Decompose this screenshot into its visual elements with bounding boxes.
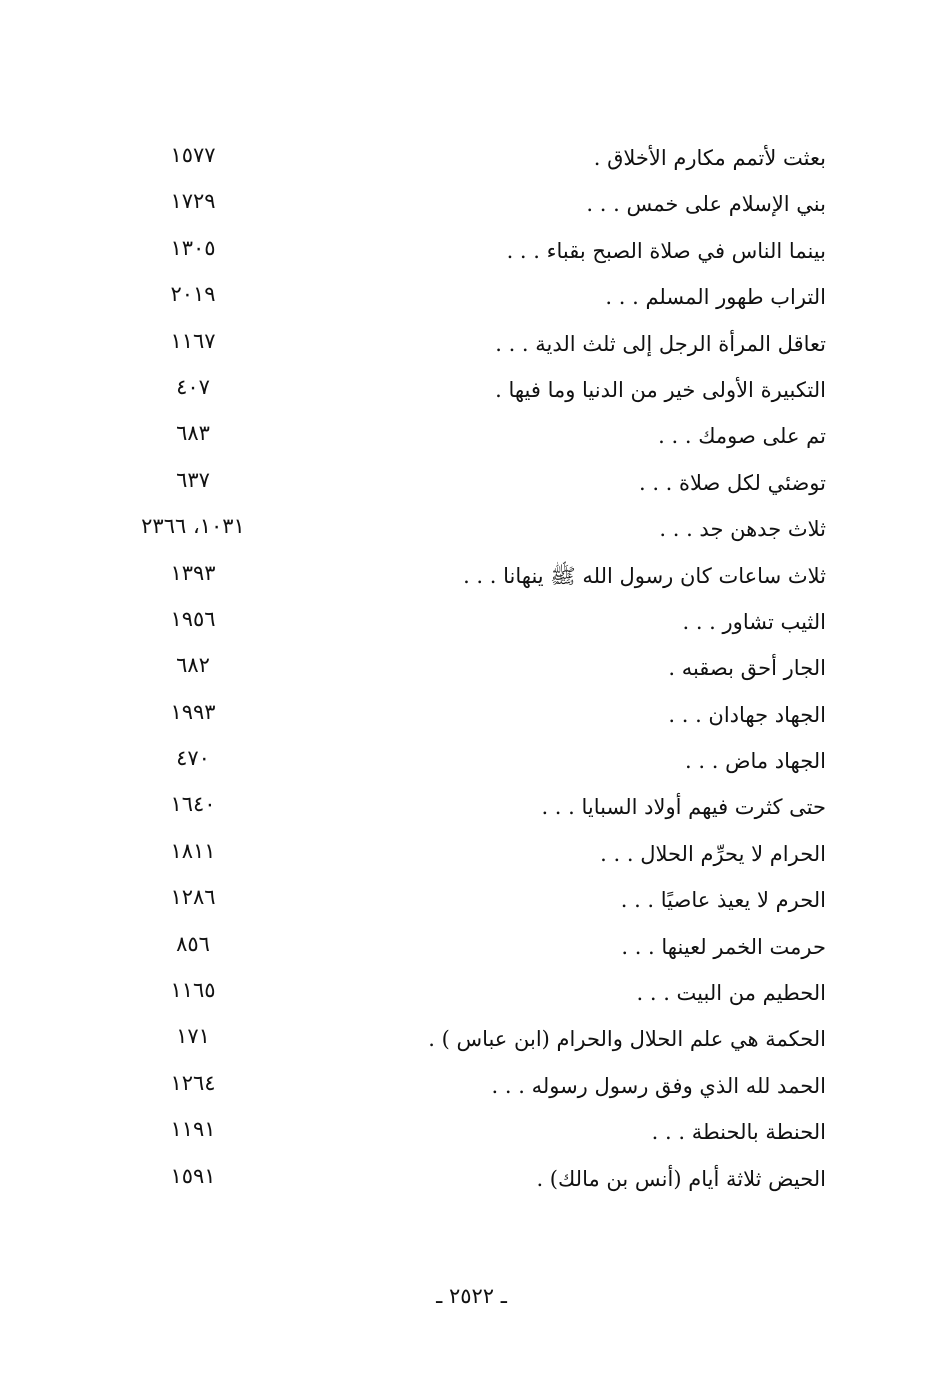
index-entry: حتى كثرت فيهم أولاد السبايا . . . ١٦٤٠ <box>0 784 943 830</box>
entry-text: الحرم لا يعيذ عاصيًا . . . <box>620 888 826 913</box>
index-entry: الحطيم من البيت . . . ١١٦٥ <box>0 970 943 1016</box>
index-entry: بني الإسلام على خمس . . . ١٧٢٩ <box>0 181 943 227</box>
entry-text: الحمد لله الذي وفق رسول رسوله . . . <box>491 1073 826 1098</box>
entry-text: تم على صومك . . . <box>658 424 826 449</box>
entry-reference-number: ١٩٩٣ <box>170 699 216 724</box>
entry-reference-number: ١٢٨٦ <box>170 885 216 910</box>
index-entry: توضئي لكل صلاة . . . ٦٣٧ <box>0 460 943 506</box>
entry-reference-number: ١١٩١ <box>170 1117 216 1142</box>
entry-text: الحكمة هي علم الحلال والحرام (ابن عباس )… <box>428 1027 826 1052</box>
entry-reference-number: ١١٦٥ <box>170 978 216 1003</box>
entry-reference-number: ١١٦٧ <box>170 328 216 353</box>
entry-reference-number: ١٧١ <box>176 1024 210 1049</box>
entry-reference-number: ٦٣٧ <box>176 467 210 492</box>
index-entry: بينما الناس في صلاة الصبح بقباء . . . ١٣٠… <box>0 228 943 274</box>
entry-reference-number: ١٥٧٧ <box>170 143 216 167</box>
entry-reference-number: ٤٧٠ <box>176 746 210 771</box>
entry-text: الثيب تشاور . . . <box>682 609 826 634</box>
entry-reference-number: ٢٠١٩ <box>170 282 216 307</box>
index-entry: ثلاث جدهن جد . . . ١٠٣١، ٢٣٦٦ <box>0 506 943 552</box>
entry-text: بعثت لأتمم مكارم الأخلاق . <box>593 146 826 170</box>
index-entry: بعثت لأتمم مكارم الأخلاق . ١٥٧٧ <box>0 135 943 181</box>
index-entry: تعاقل المرأة الرجل إلى ثلث الدية . . . ١١… <box>0 321 943 367</box>
entry-reference-number: ١٣٠٥ <box>170 235 216 260</box>
entry-reference-number: ١٧٢٩ <box>170 189 216 214</box>
entry-text: الحنطة بالحنطة . . . <box>651 1120 826 1145</box>
index-entry: التكبيرة الأولى خير من الدنيا وما فيها .… <box>0 367 943 413</box>
entry-text: حرمت الخمر لعينها . . . <box>621 934 826 959</box>
entry-text: التكبيرة الأولى خير من الدنيا وما فيها . <box>495 377 826 402</box>
entry-text: ثلاث ساعات كان رسول الله ﷺ ينهانا . . . <box>463 563 826 588</box>
index-entry: التراب طهور المسلم . . . ٢٠١٩ <box>0 274 943 320</box>
index-entry: تم على صومك . . . ٦٨٣ <box>0 413 943 459</box>
index-entry: الجهاد جهادان . . . ١٩٩٣ <box>0 692 943 738</box>
entry-text: الجهاد ماض . . . <box>685 749 826 774</box>
entry-reference-number: ١٠٣١، ٢٣٦٦ <box>141 514 245 539</box>
entry-text: الجهاد جهادان . . . <box>668 702 826 727</box>
index-entry: ثلاث ساعات كان رسول الله ﷺ ينهانا . . . ١… <box>0 553 943 599</box>
entry-text: تعاقل المرأة الرجل إلى ثلث الدية . . . <box>495 331 826 356</box>
entry-text: حتى كثرت فيهم أولاد السبايا . . . <box>541 795 826 820</box>
entry-reference-number: ١٣٩٣ <box>170 560 216 585</box>
index-entry: الجار أحق بصقبه . ٦٨٢ <box>0 645 943 691</box>
index-entry: الحكمة هي علم الحلال والحرام (ابن عباس )… <box>0 1016 943 1062</box>
entry-reference-number: ١٢٦٤ <box>170 1070 216 1095</box>
entry-reference-number: ٦٨٢ <box>176 653 210 678</box>
entry-text: التراب طهور المسلم . . . <box>605 285 826 310</box>
index-entry: الحيض ثلاثة أيام (أنس بن مالك) . ١٥٩١ <box>0 1156 943 1202</box>
entry-reference-number: ١٩٥٦ <box>170 606 216 631</box>
entry-text: الحطيم من البيت . . . <box>636 981 827 1006</box>
index-entry: الحرام لا يحرِّم الحلال . . . ١٨١١ <box>0 831 943 877</box>
entry-reference-number: ١٨١١ <box>170 838 216 863</box>
entry-text: ثلاث جدهن جد . . . <box>659 517 826 542</box>
entry-reference-number: ٦٨٣ <box>176 421 210 446</box>
entry-text: الجار أحق بصقبه . <box>668 656 826 681</box>
entry-text: الحيض ثلاثة أيام (أنس بن مالك) . <box>536 1166 826 1191</box>
index-entry: الثيب تشاور . . . ١٩٥٦ <box>0 599 943 645</box>
entry-text: بينما الناس في صلاة الصبح بقباء . . . <box>506 238 826 263</box>
index-entry: الجهاد ماض . . . ٤٧٠ <box>0 738 943 784</box>
index-entry: الحمد لله الذي وفق رسول رسوله . . . ١٢٦٤ <box>0 1063 943 1109</box>
entry-reference-number: ٨٥٦ <box>176 931 210 956</box>
page-number: ـ ٢٥٢٢ ـ <box>436 1284 507 1308</box>
index-entry: حرمت الخمر لعينها . . . ٨٥٦ <box>0 924 943 970</box>
entry-reference-number: ١٥٩١ <box>170 1163 216 1188</box>
entry-text: بني الإسلام على خمس . . . <box>586 192 826 217</box>
entry-reference-number: ١٦٤٠ <box>170 792 216 817</box>
index-entry: الحرم لا يعيذ عاصيًا . . . ١٢٨٦ <box>0 877 943 923</box>
entry-text: توضئي لكل صلاة . . . <box>638 470 826 495</box>
index-entry: الحنطة بالحنطة . . . ١١٩١ <box>0 1109 943 1155</box>
entry-text: الحرام لا يحرِّم الحلال . . . <box>600 841 826 866</box>
entry-reference-number: ٤٠٧ <box>176 374 210 399</box>
index-list: بعثت لأتمم مكارم الأخلاق . ١٥٧٧ بني الإسلا… <box>0 135 943 1202</box>
